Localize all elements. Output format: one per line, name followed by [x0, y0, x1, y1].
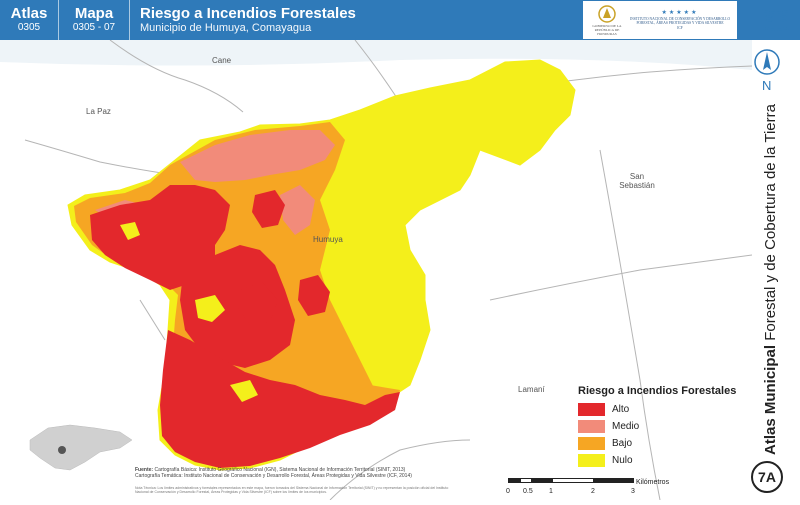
scale-segment-5 [594, 478, 634, 483]
title-block: Riesgo a Incendios Forestales Municipio … [130, 0, 800, 40]
scale-unit: Kilómetros [636, 479, 670, 486]
scale-bar: 0 0.5 1 2 3 Kilómetros [503, 470, 669, 500]
alto-zone-central [180, 245, 295, 368]
legend-title: Riesgo a Incendios Forestales [578, 385, 737, 397]
municipal-boundaries [24, 39, 753, 501]
institution-logos: GOBIERNO DE LA REPÚBLICA DE HONDURAS ★★★… [583, 1, 737, 39]
scale-segment-2 [520, 478, 532, 483]
map-number-badge: 7A [751, 461, 783, 493]
risk-map [0, 39, 753, 501]
atlas-code-cell: Atlas 0305 [0, 0, 59, 40]
seal-emblem-icon [598, 5, 616, 23]
legend-label-bajo: Bajo [612, 438, 633, 449]
map-subtitle: Municipio de Humuya, Comayagua [140, 22, 312, 34]
sidebar-graphics [754, 49, 780, 75]
legend-swatch-alto [578, 403, 605, 416]
alto-zone-south [160, 330, 400, 468]
sources-line-2: Cartografía Temática: Instituto Nacional… [135, 473, 412, 479]
vertical-title-rest: Forestal y de Cobertura de la Tierra [762, 104, 779, 345]
legend-label-nulo: Nulo [612, 455, 633, 466]
icf-name: INSTITUTO NACIONAL DE CONSERVACIÓN Y DES… [629, 16, 731, 26]
legend-item-bajo: Bajo [578, 435, 748, 452]
nulo-patch-3 [230, 380, 258, 402]
atlas-book-button[interactable] [752, 0, 800, 40]
scale-tick-0: 0 [506, 488, 510, 495]
scale-tick-0-5: 0.5 [523, 488, 533, 495]
stars-icon: ★★★★★ [661, 9, 699, 16]
legend-item-alto: Alto [578, 401, 748, 418]
scale-segment-1 [508, 478, 520, 483]
sources-block: Fuente: Cartografía Básica: Instituto Ge… [135, 467, 465, 479]
legend-swatch-medio [578, 420, 605, 433]
place-label-cane: Cane [212, 56, 232, 65]
north-label: N [762, 78, 772, 93]
legend-item-medio: Medio [578, 418, 748, 435]
medio-patch-east [280, 185, 315, 235]
alto-patch-mid [238, 282, 278, 325]
scale-tick-1: 1 [549, 488, 553, 495]
north-arrow-icon [754, 49, 780, 75]
sources-line-1: Cartografía Básica: Instituto Geográfico… [154, 467, 406, 473]
scale-tick-2: 2 [591, 488, 595, 495]
vertical-title-bold: Atlas Municipal [762, 344, 779, 455]
map-area[interactable]: Cane La Paz Humuya San Sebastián Lamaní [0, 39, 753, 501]
place-label-lamani: Lamaní [518, 385, 545, 394]
icf-logo: ★★★★★ INSTITUTO NACIONAL DE CONSERVACIÓN… [627, 10, 733, 31]
atlas-vertical-title: Atlas Municipal Forestal y de Cobertura … [762, 75, 779, 455]
government-seal: GOBIERNO DE LA REPÚBLICA DE HONDURAS [587, 3, 627, 37]
mapa-code: 0305 - 07 [72, 22, 116, 33]
nulo-patch-2 [120, 222, 140, 240]
legend-label-alto: Alto [612, 404, 630, 415]
sources-label: Fuente: [135, 467, 154, 473]
alto-patch-east [298, 275, 330, 316]
legend-swatch-bajo [578, 437, 605, 450]
atlas-code: 0305 [17, 22, 41, 33]
alto-patch-northeast [252, 190, 285, 228]
honduras-locator-inset [29, 424, 133, 471]
government-seal-text: GOBIERNO DE LA REPÚBLICA DE HONDURAS [592, 24, 622, 36]
scale-segment-4 [552, 478, 594, 483]
mapa-label: Mapa [74, 5, 114, 22]
place-label-humuya: Humuya [313, 235, 343, 244]
technical-note: Nota Técnica: Los límites administrativo… [135, 486, 449, 494]
icf-abbrev: ICF [677, 25, 683, 30]
legend-item-nulo: Nulo [578, 452, 748, 469]
place-label-la-paz: La Paz [86, 107, 111, 116]
legend: Riesgo a Incendios Forestales Alto Medio… [578, 385, 748, 469]
mapa-code-cell: Mapa 0305 - 07 [59, 0, 130, 40]
water-area [0, 40, 752, 70]
scale-segment-3 [532, 478, 552, 483]
scale-tick-3: 3 [631, 488, 635, 495]
sidebar [752, 40, 800, 500]
legend-label-medio: Medio [612, 421, 640, 432]
place-label-san-sebastian: San Sebastián [619, 172, 655, 190]
open-book-icon [762, 9, 790, 31]
atlas-label: Atlas [10, 5, 48, 22]
medio-zone-north [180, 130, 335, 182]
map-title: Riesgo a Incendios Forestales [140, 5, 356, 22]
nulo-patch-1 [195, 295, 225, 322]
legend-swatch-nulo [578, 454, 605, 467]
